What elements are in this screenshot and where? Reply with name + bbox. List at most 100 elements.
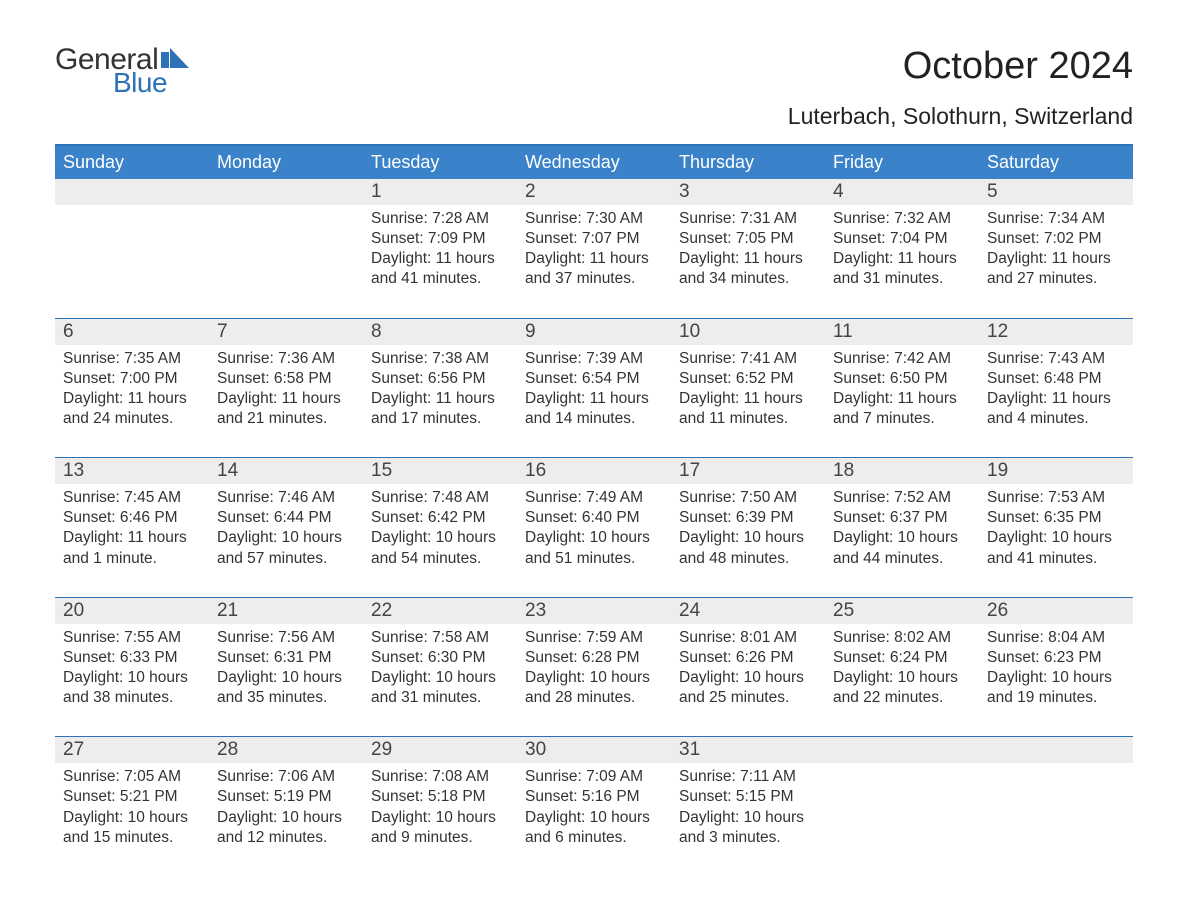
daylight-text: Daylight: 11 hours and 34 minutes. xyxy=(679,249,817,289)
sunrise-text: Sunrise: 7:56 AM xyxy=(217,628,355,648)
sunrise-text: Sunrise: 7:05 AM xyxy=(63,767,201,787)
sunrise-text: Sunrise: 7:48 AM xyxy=(371,488,509,508)
day-number: 6 xyxy=(55,319,209,345)
sunrise-text: Sunrise: 7:58 AM xyxy=(371,628,509,648)
day-number: 9 xyxy=(517,319,671,345)
sunset-text: Sunset: 6:39 PM xyxy=(679,508,817,528)
day-cell: Sunrise: 7:08 AMSunset: 5:18 PMDaylight:… xyxy=(363,763,517,876)
sunrise-text: Sunrise: 7:09 AM xyxy=(525,767,663,787)
sunset-text: Sunset: 5:16 PM xyxy=(525,787,663,807)
sunrise-text: Sunrise: 7:38 AM xyxy=(371,349,509,369)
day-number: 12 xyxy=(979,319,1133,345)
sunset-text: Sunset: 5:15 PM xyxy=(679,787,817,807)
sunset-text: Sunset: 6:31 PM xyxy=(217,648,355,668)
daylight-text: Daylight: 11 hours and 27 minutes. xyxy=(987,249,1125,289)
sunrise-text: Sunrise: 7:45 AM xyxy=(63,488,201,508)
sunset-text: Sunset: 6:46 PM xyxy=(63,508,201,528)
day-number: 31 xyxy=(671,737,825,763)
week-content-row: Sunrise: 7:55 AMSunset: 6:33 PMDaylight:… xyxy=(55,624,1133,737)
day-number: 5 xyxy=(979,179,1133,205)
day-number: 15 xyxy=(363,458,517,484)
day-cell: Sunrise: 7:06 AMSunset: 5:19 PMDaylight:… xyxy=(209,763,363,876)
day-number: 8 xyxy=(363,319,517,345)
sunrise-text: Sunrise: 7:31 AM xyxy=(679,209,817,229)
day-number: 2 xyxy=(517,179,671,205)
day-number: 17 xyxy=(671,458,825,484)
daylight-text: Daylight: 11 hours and 21 minutes. xyxy=(217,389,355,429)
week-number-row: 13141516171819 xyxy=(55,457,1133,484)
sunset-text: Sunset: 7:09 PM xyxy=(371,229,509,249)
daylight-text: Daylight: 10 hours and 41 minutes. xyxy=(987,528,1125,568)
sunrise-text: Sunrise: 7:06 AM xyxy=(217,767,355,787)
sunrise-text: Sunrise: 7:34 AM xyxy=(987,209,1125,229)
week-content-row: Sunrise: 7:45 AMSunset: 6:46 PM Daylight:… xyxy=(55,484,1133,597)
sunrise-text: Sunrise: 7:53 AM xyxy=(987,488,1125,508)
sunrise-text: Sunrise: 7:46 AM xyxy=(217,488,355,508)
page-title: October 2024 xyxy=(903,45,1133,88)
sunrise-text: Sunrise: 7:08 AM xyxy=(371,767,509,787)
day-cell: Sunrise: 7:36 AMSunset: 6:58 PMDaylight:… xyxy=(209,345,363,458)
sunrise-text: Sunrise: 7:41 AM xyxy=(679,349,817,369)
day-cell: Sunrise: 8:01 AMSunset: 6:26 PMDaylight:… xyxy=(671,624,825,737)
sunset-text: Sunset: 6:48 PM xyxy=(987,369,1125,389)
sunrise-text: Sunrise: 8:01 AM xyxy=(679,628,817,648)
sunset-text: Sunset: 6:54 PM xyxy=(525,369,663,389)
daylight-text: Daylight: 10 hours and 15 minutes. xyxy=(63,808,201,848)
sunrise-text: Sunrise: 7:39 AM xyxy=(525,349,663,369)
day-cell: Sunrise: 7:31 AMSunset: 7:05 PMDaylight:… xyxy=(671,205,825,318)
sunset-text: Sunset: 6:28 PM xyxy=(525,648,663,668)
day-number xyxy=(825,737,979,763)
daylight-text: Daylight: 11 hours and 41 minutes. xyxy=(371,249,509,289)
week-number-row: 20212223242526 xyxy=(55,597,1133,624)
day-label-sun: Sunday xyxy=(55,146,209,179)
sunset-text: Sunset: 6:44 PM xyxy=(217,508,355,528)
sunset-text: Sunset: 7:05 PM xyxy=(679,229,817,249)
logo: General Blue xyxy=(55,45,189,97)
sunrise-text: Sunrise: 7:50 AM xyxy=(679,488,817,508)
daylight-text: Daylight: 10 hours and 19 minutes. xyxy=(987,668,1125,708)
day-number: 10 xyxy=(671,319,825,345)
sunset-text: Sunset: 6:58 PM xyxy=(217,369,355,389)
sunrise-text: Sunrise: 8:02 AM xyxy=(833,628,971,648)
day-cell: Sunrise: 7:46 AMSunset: 6:44 PMDaylight:… xyxy=(209,484,363,597)
daylight-text: Daylight: 10 hours and 54 minutes. xyxy=(371,528,509,568)
day-number: 22 xyxy=(363,598,517,624)
day-cell xyxy=(979,763,1133,876)
day-cell: Sunrise: 8:02 AMSunset: 6:24 PMDaylight:… xyxy=(825,624,979,737)
day-number: 25 xyxy=(825,598,979,624)
day-number: 27 xyxy=(55,737,209,763)
day-cell: Sunrise: 7:42 AMSunset: 6:50 PMDaylight:… xyxy=(825,345,979,458)
day-number: 16 xyxy=(517,458,671,484)
daylight-text: Daylight: 10 hours and 6 minutes. xyxy=(525,808,663,848)
day-cell: Sunrise: 7:05 AMSunset: 5:21 PMDaylight:… xyxy=(55,763,209,876)
sunset-text: Sunset: 6:26 PM xyxy=(679,648,817,668)
day-cell: Sunrise: 7:59 AMSunset: 6:28 PMDaylight:… xyxy=(517,624,671,737)
sunset-text: Sunset: 6:33 PM xyxy=(63,648,201,668)
sunset-text: Sunset: 7:00 PM xyxy=(63,369,201,389)
sunrise-text: Sunrise: 7:52 AM xyxy=(833,488,971,508)
day-cell: Sunrise: 7:34 AMSunset: 7:02 PMDaylight:… xyxy=(979,205,1133,318)
daylight-text: Daylight: 10 hours and 38 minutes. xyxy=(63,668,201,708)
day-cell: Sunrise: 7:49 AMSunset: 6:40 PMDaylight:… xyxy=(517,484,671,597)
sunset-text: Sunset: 6:56 PM xyxy=(371,369,509,389)
day-number: 3 xyxy=(671,179,825,205)
day-cell: Sunrise: 7:28 AMSunset: 7:09 PMDaylight:… xyxy=(363,205,517,318)
week-content-row: Sunrise: 7:28 AMSunset: 7:09 PMDaylight:… xyxy=(55,205,1133,318)
page-subtitle: Luterbach, Solothurn, Switzerland xyxy=(55,103,1133,130)
day-number: 11 xyxy=(825,319,979,345)
day-cell: Sunrise: 7:11 AMSunset: 5:15 PMDaylight:… xyxy=(671,763,825,876)
day-number xyxy=(55,179,209,205)
week-content-row: Sunrise: 7:05 AMSunset: 5:21 PMDaylight:… xyxy=(55,763,1133,876)
daylight-text: Daylight: 10 hours and 57 minutes. xyxy=(217,528,355,568)
day-label-wed: Wednesday xyxy=(517,146,671,179)
day-cell: Sunrise: 8:04 AMSunset: 6:23 PMDaylight:… xyxy=(979,624,1133,737)
daylight-text: Daylight: 10 hours and 25 minutes. xyxy=(679,668,817,708)
daylight-text: Daylight: 10 hours and 12 minutes. xyxy=(217,808,355,848)
daylight-text: Daylight: 11 hours and 14 minutes. xyxy=(525,389,663,429)
sunset-text: Sunset: 6:24 PM xyxy=(833,648,971,668)
sunset-text: Sunset: 6:40 PM xyxy=(525,508,663,528)
day-label-thu: Thursday xyxy=(671,146,825,179)
day-cell: Sunrise: 7:58 AMSunset: 6:30 PMDaylight:… xyxy=(363,624,517,737)
sunrise-text: Sunrise: 8:04 AM xyxy=(987,628,1125,648)
day-number: 28 xyxy=(209,737,363,763)
